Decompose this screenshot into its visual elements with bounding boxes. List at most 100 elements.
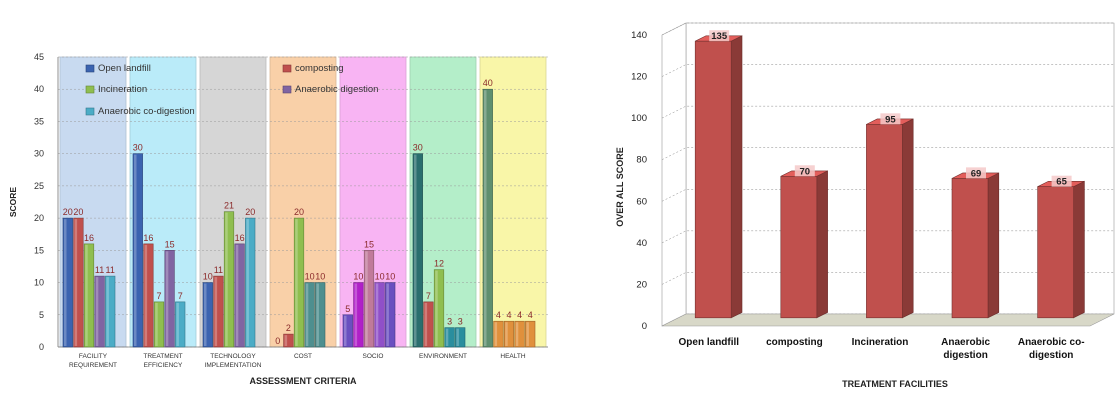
x-category-label: ENVIRONMENT bbox=[419, 353, 467, 360]
bar-6-2 bbox=[503, 320, 515, 348]
data-label: 10 bbox=[385, 272, 395, 282]
y-tick-label: 45 bbox=[34, 52, 44, 62]
data-label: 10 bbox=[203, 272, 213, 282]
side-wall bbox=[661, 22, 687, 327]
bar-highlight bbox=[155, 302, 158, 346]
data-label: 7 bbox=[426, 291, 431, 301]
data-label: 10 bbox=[375, 272, 385, 282]
bar-1-3 bbox=[164, 250, 175, 348]
legend-swatch bbox=[85, 85, 95, 94]
data-label: 15 bbox=[364, 239, 374, 249]
data-label: 4 bbox=[506, 310, 511, 320]
data-label: 40 bbox=[483, 78, 493, 88]
bar-4-4 bbox=[385, 282, 396, 348]
bar-4-0 bbox=[342, 314, 353, 348]
floor bbox=[661, 313, 1115, 327]
y-axis-title: SCORE bbox=[8, 187, 18, 218]
bar-highlight bbox=[305, 283, 309, 346]
bar-highlight bbox=[435, 270, 438, 346]
bar-3-1 bbox=[283, 333, 294, 348]
bar-4-3 bbox=[374, 282, 385, 348]
bar-highlight bbox=[505, 322, 508, 346]
legend-label: Open landfill bbox=[98, 63, 151, 74]
y-tick-label: 60 bbox=[636, 196, 647, 207]
bar-highlight bbox=[354, 283, 358, 346]
bar-highlight bbox=[414, 154, 417, 346]
bar-0-2 bbox=[83, 243, 95, 348]
legend-swatch bbox=[282, 85, 292, 94]
bar-highlight bbox=[365, 251, 368, 346]
legend-swatch bbox=[85, 107, 95, 116]
data-label: 0 bbox=[275, 336, 280, 346]
bar-5-0 bbox=[412, 153, 423, 348]
data-label: 15 bbox=[165, 239, 175, 249]
y-tick-label: 0 bbox=[642, 321, 647, 332]
y-gridline bbox=[661, 105, 1114, 119]
bar-highlight bbox=[445, 328, 449, 346]
bar-highlight bbox=[204, 283, 207, 346]
data-label: 30 bbox=[133, 143, 143, 153]
data-label: 5 bbox=[345, 304, 350, 314]
data-label: 69 bbox=[971, 168, 982, 179]
bar-side-4 bbox=[1073, 180, 1085, 319]
data-label: 20 bbox=[294, 207, 304, 217]
bar-side-3 bbox=[987, 172, 1000, 319]
bar-6-4 bbox=[525, 320, 536, 348]
x-category-label: TREATMENT bbox=[143, 353, 182, 360]
bar-highlight bbox=[375, 283, 379, 346]
x-category-label: SOCIO bbox=[363, 353, 384, 360]
bar-0 bbox=[694, 40, 732, 319]
data-label: 3 bbox=[447, 317, 452, 327]
bar-3-2 bbox=[293, 217, 305, 348]
x-category-label: Incineration bbox=[852, 337, 909, 348]
bar-6-1 bbox=[493, 320, 504, 348]
y-tick-label: 20 bbox=[636, 279, 647, 290]
bar-highlight bbox=[424, 302, 428, 346]
data-label: 4 bbox=[528, 310, 533, 320]
y-tick-label: 35 bbox=[34, 116, 44, 126]
bar-3 bbox=[951, 178, 989, 319]
bar-5-1 bbox=[423, 301, 434, 348]
bar-2-4 bbox=[245, 217, 256, 348]
y-tick-label: 15 bbox=[34, 245, 44, 255]
x-axis-title: ASSESSMENT CRITERIA bbox=[249, 376, 357, 386]
y-tick-label: 140 bbox=[631, 30, 647, 41]
bar-highlight bbox=[344, 315, 347, 346]
bar-highlight bbox=[165, 251, 169, 346]
data-label-bg bbox=[794, 165, 815, 177]
bar-1-2 bbox=[153, 301, 165, 348]
data-label: 70 bbox=[800, 166, 811, 177]
bar-side-1 bbox=[816, 170, 828, 319]
data-label: 10 bbox=[315, 272, 325, 282]
bar-2-2 bbox=[223, 211, 235, 348]
data-label: 30 bbox=[413, 143, 423, 153]
x-category-label: digestion bbox=[1029, 350, 1073, 361]
bar-0-4 bbox=[105, 275, 116, 348]
y-tick-label: 20 bbox=[34, 213, 44, 223]
data-label: 11 bbox=[95, 265, 104, 275]
bar-2 bbox=[866, 124, 903, 319]
bar-side-0 bbox=[730, 35, 743, 319]
data-label-bg bbox=[1051, 175, 1072, 187]
overall-score-svg: 0 20 40 60 80 100 120 140 135 Open landfill 70 comp… bbox=[615, 22, 1115, 389]
bar-highlight bbox=[295, 219, 298, 346]
data-label: 65 bbox=[1056, 177, 1067, 188]
y-tick-label: 40 bbox=[636, 238, 647, 249]
bar-highlight bbox=[246, 219, 249, 346]
bar-highlight bbox=[235, 244, 239, 346]
data-label: 20 bbox=[245, 207, 255, 217]
data-label: 95 bbox=[885, 114, 896, 125]
legend-swatch bbox=[282, 64, 292, 73]
x-category-label: EFFICIENCY bbox=[144, 362, 183, 369]
assessment-criteria-chart: 0 5 10 15 20 25 30 35 40 45 20 20 16 11 11 FACILITY REQU… bbox=[0, 0, 560, 391]
data-label-bg bbox=[709, 30, 730, 42]
y-tick-label: 80 bbox=[636, 155, 647, 166]
bar-0-3 bbox=[94, 275, 105, 348]
bar-highlight bbox=[85, 244, 88, 346]
bar-3-4 bbox=[315, 282, 326, 348]
y-tick-label: 5 bbox=[39, 310, 44, 320]
x-category-label: Anaerobic co- bbox=[1018, 337, 1085, 348]
legend-label: Anaerobic digestion bbox=[295, 84, 378, 95]
data-label: 10 bbox=[353, 272, 363, 282]
